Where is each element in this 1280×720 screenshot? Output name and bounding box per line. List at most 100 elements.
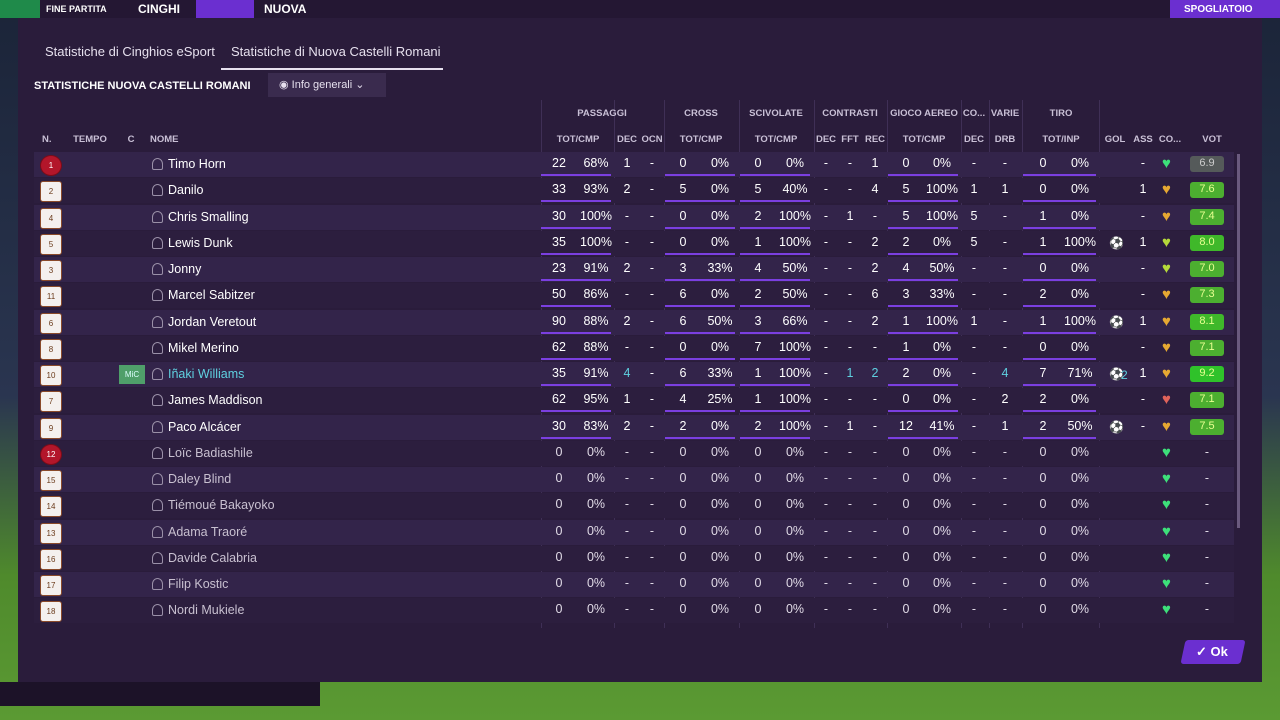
- stat-value: 0: [1039, 339, 1047, 354]
- player-name[interactable]: Marcel Sabitzer: [168, 288, 255, 303]
- group-header: CO...: [962, 108, 986, 119]
- player-name[interactable]: Jordan Veretout: [168, 314, 257, 329]
- person-icon: [152, 525, 163, 538]
- stat-value: 0%: [1070, 156, 1090, 170]
- stat-value: -: [823, 418, 829, 433]
- morale-icon: ♥: [1162, 365, 1171, 382]
- stat-bar: [665, 279, 735, 281]
- player-name[interactable]: Daley Blind: [168, 472, 232, 486]
- player-name[interactable]: Mikel Merino: [168, 340, 239, 355]
- stat-value: 100%: [926, 208, 958, 223]
- table-row: [34, 467, 1234, 492]
- stat-value: -: [872, 497, 878, 512]
- stat-bar: [665, 200, 735, 203]
- home-team: CINGHI: [138, 2, 180, 16]
- tab[interactable]: Statistiche di Nuova Castelli Romani: [231, 44, 441, 59]
- shirt-icon: 12: [40, 443, 62, 465]
- stat-value: 0%: [586, 602, 606, 617]
- stat-value: 6: [679, 313, 687, 328]
- stat-value: 0: [555, 549, 563, 564]
- stat-bar: [541, 252, 611, 255]
- stat-value: 2: [623, 313, 631, 328]
- person-icon: [152, 368, 163, 380]
- stat-value: 4: [1001, 366, 1009, 380]
- dressing-room-button[interactable]: SPOGLIATOIO: [1170, 0, 1280, 18]
- column-header: TEMPO: [73, 134, 107, 145]
- column-header: N.: [42, 134, 52, 145]
- morale-icon: ♥: [1162, 522, 1171, 540]
- rating-badge: [1190, 156, 1224, 172]
- stat-bar: [888, 384, 958, 386]
- stat-value: 0%: [710, 497, 730, 512]
- player-name[interactable]: Adama Traoré: [168, 524, 248, 539]
- player-name[interactable]: Loïc Badiashile: [168, 445, 253, 460]
- stat-value: 2: [623, 182, 631, 197]
- stat-value: 0: [1039, 497, 1047, 512]
- stat-bar: [888, 305, 958, 308]
- stat-bar: [740, 200, 810, 203]
- player-name[interactable]: Lewis Dunk: [168, 235, 233, 250]
- table-row: [34, 493, 1234, 519]
- stat-value: 100%: [580, 234, 612, 249]
- tab[interactable]: Statistiche di Cinghios eSport: [45, 44, 215, 59]
- group-header: CONTRASTI: [822, 108, 878, 119]
- stat-value: 2: [754, 208, 762, 223]
- shirt-icon: 13: [40, 522, 62, 544]
- player-name[interactable]: Iñaki Williams: [168, 367, 245, 381]
- stat-bar: [541, 357, 611, 360]
- stat-bar: [541, 331, 611, 334]
- rating-badge: [1190, 313, 1224, 330]
- player-name[interactable]: Davide Calabria: [168, 550, 257, 565]
- table-row: [34, 440, 1234, 466]
- table-row: [34, 178, 1234, 204]
- stat-value: 1: [1001, 182, 1009, 197]
- stat-bar: [541, 174, 611, 176]
- stat-bar: [740, 174, 810, 176]
- stat-value: -: [872, 208, 878, 223]
- player-name[interactable]: Filip Kostic: [168, 577, 229, 591]
- morale-icon: ♥: [1162, 548, 1171, 566]
- stat-value: -: [1140, 208, 1146, 223]
- player-name[interactable]: James Maddison: [168, 393, 263, 408]
- person-icon: [152, 473, 163, 485]
- stat-value: -: [1002, 523, 1008, 538]
- rating-badge: [1190, 182, 1224, 199]
- score-box: [196, 0, 254, 18]
- stat-value: 100%: [779, 208, 811, 223]
- logo: [0, 0, 40, 18]
- dropdown[interactable]: [268, 73, 386, 97]
- stat-value: -: [847, 156, 853, 170]
- stat-bar: [665, 305, 735, 308]
- stat-value: 0%: [1070, 576, 1090, 590]
- button-label: SPOGLIATOIO: [1184, 4, 1253, 15]
- stat-value: -: [649, 182, 655, 197]
- stat-value: -: [823, 366, 829, 380]
- stat-value: -: [971, 576, 977, 590]
- stat-value: -: [971, 418, 977, 433]
- player-name[interactable]: Tiémoué Bakayoko: [168, 498, 275, 513]
- player-name[interactable]: Jonny: [168, 262, 202, 276]
- stat-value: 25%: [707, 392, 733, 407]
- tab-underline: [221, 68, 443, 70]
- panel-edge: [0, 682, 320, 706]
- player-name[interactable]: Nordi Mukiele: [168, 603, 245, 618]
- stat-value: -: [823, 182, 829, 197]
- stat-value: 23: [552, 261, 566, 275]
- player-name[interactable]: Chris Smalling: [168, 209, 249, 224]
- stat-bar: [888, 436, 958, 439]
- player-name[interactable]: Paco Alcácer: [168, 419, 241, 434]
- stat-value: 0: [679, 602, 687, 617]
- player-name[interactable]: Danilo: [168, 183, 204, 198]
- group-header: PASSAGGI: [577, 108, 627, 119]
- stat-value: 0: [679, 471, 687, 485]
- morale-icon: ♥: [1162, 496, 1171, 514]
- stat-value: 1: [1039, 234, 1047, 249]
- stat-value: 0%: [932, 576, 952, 590]
- stat-value: 5: [754, 182, 762, 197]
- stat-value: -: [971, 156, 977, 170]
- stat-value: 88%: [583, 313, 609, 328]
- player-name[interactable]: Timo Horn: [168, 157, 226, 171]
- stat-value: 0%: [932, 366, 952, 380]
- stat-value: -: [847, 182, 853, 197]
